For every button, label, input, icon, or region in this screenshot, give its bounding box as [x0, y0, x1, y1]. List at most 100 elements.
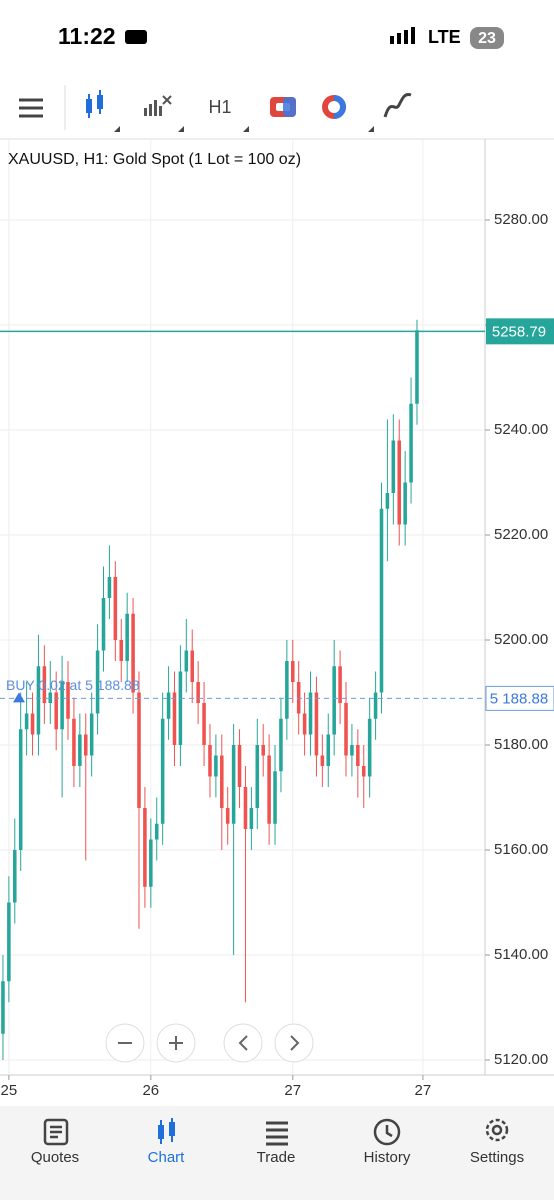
- candle-body: [13, 850, 17, 903]
- candle-body: [143, 808, 147, 887]
- candle-body: [285, 661, 289, 719]
- timeframe-button[interactable]: H1: [208, 97, 231, 117]
- candle-body: [24, 713, 29, 730]
- candle-body: [344, 703, 348, 756]
- candle-body: [367, 718, 372, 777]
- settings-icon: [485, 1118, 509, 1142]
- candle-body: [314, 692, 319, 756]
- candle-body: [214, 755, 218, 777]
- candle-body: [137, 692, 141, 808]
- candle-body: [391, 440, 396, 493]
- candle-body: [78, 734, 82, 766]
- candle-body: [190, 650, 194, 682]
- candle-body: [42, 666, 47, 703]
- history-icon: [373, 1118, 401, 1146]
- candle-body: [101, 598, 106, 651]
- chart-icon: [158, 1118, 175, 1144]
- battery-level: 23: [478, 30, 496, 47]
- nav-label[interactable]: Settings: [470, 1149, 524, 1166]
- candle-body: [30, 713, 35, 735]
- candle-body: [397, 440, 402, 525]
- x-tick-label: 27: [415, 1082, 432, 1099]
- order-price-label: 5 188.88: [490, 690, 548, 707]
- order-text: BUY 0.02 at 5 188.88: [6, 677, 140, 693]
- candle-body: [273, 771, 277, 824]
- y-tick-label: 5200.00: [494, 631, 548, 648]
- candle-body: [149, 839, 153, 887]
- candle-body: [166, 692, 171, 719]
- candle-body: [107, 577, 112, 598]
- candle-body: [225, 808, 230, 824]
- y-tick-label: 5140.00: [494, 946, 548, 963]
- candle-body: [7, 902, 11, 982]
- chart-title: XAUUSD, H1: Gold Spot (1 Lot = 100 oz): [8, 151, 301, 168]
- indicators-button[interactable]: [144, 95, 172, 116]
- candle-body: [208, 745, 212, 777]
- y-tick-label: 5240.00: [494, 421, 548, 438]
- candle-body: [409, 403, 413, 483]
- candle-body: [279, 718, 283, 772]
- candle-body: [196, 682, 200, 703]
- candle-body: [220, 755, 224, 808]
- candle-body: [237, 745, 242, 787]
- zoom-in[interactable]: [156, 1023, 196, 1063]
- candle-body: [36, 666, 41, 735]
- nav-label[interactable]: Chart: [148, 1149, 186, 1166]
- candle-body: [296, 682, 301, 714]
- signal-icon: [390, 27, 415, 44]
- candle-body: [261, 745, 265, 756]
- zoom-out[interactable]: [105, 1023, 145, 1063]
- candle-body: [113, 577, 118, 640]
- candle-body: [83, 734, 88, 756]
- candle-body: [125, 613, 129, 661]
- objects-button[interactable]: [322, 95, 346, 119]
- x-tick-label: 27: [284, 1082, 301, 1099]
- candle-body: [361, 766, 366, 777]
- candle-body: [291, 661, 295, 682]
- nav-label[interactable]: History: [364, 1149, 411, 1166]
- candle-body: [267, 755, 271, 824]
- candle-body: [320, 755, 325, 766]
- candle-body: [385, 493, 390, 509]
- candle-body: [332, 666, 336, 735]
- candle-body: [178, 671, 183, 745]
- candles: BUY 0.02 at 5 188.88 5 188.88 5258.79: [0, 318, 554, 1060]
- candle-body: [184, 650, 189, 672]
- battery: [470, 27, 504, 49]
- drawing-button[interactable]: [383, 93, 412, 118]
- sleep-icon: [125, 30, 147, 44]
- scroll-right[interactable]: [274, 1023, 314, 1063]
- candle-body: [72, 718, 76, 766]
- candle-body: [308, 692, 313, 735]
- candle-body: [302, 713, 307, 735]
- trade-button[interactable]: [270, 97, 296, 117]
- candle-body: [379, 508, 384, 693]
- scroll-left[interactable]: [223, 1023, 263, 1063]
- grid: 5120.00 5140.00 5160.00 5180.00 5200.00 5220.…: [0, 140, 548, 1099]
- candle-body: [243, 787, 248, 829]
- nav-label[interactable]: Trade: [257, 1149, 296, 1166]
- candle-body: [403, 482, 407, 525]
- y-tick-label: 5120.00: [494, 1051, 548, 1068]
- candle-body: [202, 703, 206, 745]
- candle-body: [95, 650, 100, 714]
- candle-body: [48, 692, 53, 703]
- price-label: 5258.79: [492, 323, 546, 340]
- candle-body: [373, 692, 378, 719]
- order-marker: [13, 692, 25, 703]
- y-tick-label: 5180.00: [494, 736, 548, 753]
- clock: 11:22: [58, 23, 116, 49]
- network: LTE: [428, 27, 461, 47]
- chart-type-button[interactable]: [86, 90, 103, 118]
- menu-button[interactable]: [19, 98, 43, 118]
- candle-body: [66, 682, 70, 719]
- nav-label[interactable]: Quotes: [31, 1149, 79, 1166]
- y-tick-label: 5160.00: [494, 841, 548, 858]
- candle-body: [356, 745, 360, 766]
- order-price-box: [485, 685, 554, 711]
- y-tick-label: 5280.00: [494, 211, 548, 228]
- nav-items: Quotes Chart Trade History Settings: [31, 1149, 524, 1166]
- candle-body: [249, 808, 254, 829]
